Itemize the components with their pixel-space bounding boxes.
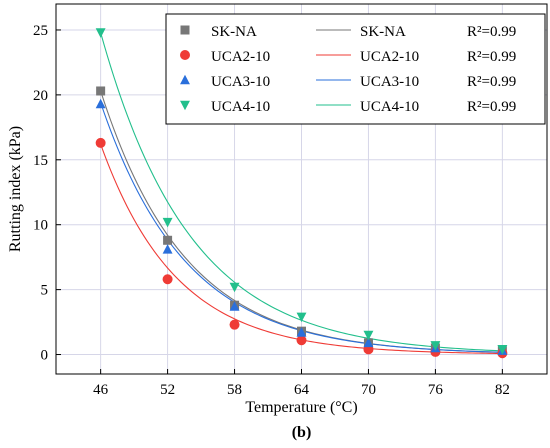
legend-r2-label: R²=0.99 <box>467 24 516 40</box>
point-uca3-10 <box>363 337 374 348</box>
y-tick-label: 10 <box>33 218 48 234</box>
legend-label-uca4-10: UCA4-10 <box>211 99 270 115</box>
y-tick-label: 5 <box>41 283 49 299</box>
x-tick-label: 46 <box>93 382 109 398</box>
legend: SK-NA SK-NA R²=0.99 UCA2-10 UCA2-10 R²=0.99 UC… <box>165 13 546 125</box>
point-uca3-10 <box>229 301 240 311</box>
y-axis-label: Rutting index (kPa) <box>7 126 24 252</box>
point-uca2-10 <box>162 274 173 285</box>
x-tick-label: 70 <box>361 382 376 398</box>
legend-fit-label-uca3-10: UCA3-10 <box>360 74 419 90</box>
point-uca4-10 <box>497 345 508 355</box>
point-uca4-10 <box>95 28 106 38</box>
legend-marker-sk-na <box>180 25 190 35</box>
y-tick-label: 25 <box>33 23 48 39</box>
legend-marker-uca4-10 <box>180 100 190 111</box>
data-points <box>95 28 508 359</box>
legend-r2-label: R²=0.99 <box>467 74 516 90</box>
point-uca3-10 <box>95 98 106 109</box>
x-axis-label: Temperature (°C) <box>245 399 357 416</box>
point-uca2-10 <box>95 137 106 148</box>
legend-r2-label: R²=0.99 <box>467 99 516 115</box>
x-tick-label: 64 <box>294 382 310 398</box>
point-uca3-10 <box>296 327 307 337</box>
y-tick-label: 15 <box>33 153 48 169</box>
x-tick-label: 52 <box>160 382 175 398</box>
point-uca4-10 <box>430 341 441 351</box>
legend-marker-uca2-10 <box>180 50 190 60</box>
y-tick-label: 20 <box>33 88 48 104</box>
x-tick-label: 58 <box>227 382 242 398</box>
x-tick-label: 76 <box>428 382 444 398</box>
point-uca2-10 <box>229 319 240 330</box>
legend-fit-label-uca2-10: UCA2-10 <box>360 49 419 65</box>
point-uca3-10 <box>162 244 173 254</box>
legend-fit-label-sk-na: SK-NA <box>360 24 406 40</box>
point-uca4-10 <box>363 330 374 341</box>
figure-caption: (b) <box>292 424 312 441</box>
y-tick-label: 0 <box>41 348 49 364</box>
legend-label-uca2-10: UCA2-10 <box>211 49 270 65</box>
legend-fit-label-uca4-10: UCA4-10 <box>360 99 419 115</box>
point-uca4-10 <box>296 312 307 323</box>
legend-marker-uca3-10 <box>180 74 190 85</box>
point-uca2-10 <box>296 335 307 346</box>
axis-ticks: 46 52 58 64 70 76 82 0 5 10 15 20 25 <box>33 23 510 398</box>
legend-r2-label: R²=0.99 <box>467 49 516 65</box>
point-sk-na <box>163 235 173 245</box>
point-sk-na <box>96 86 106 96</box>
x-tick-label: 82 <box>495 382 510 398</box>
legend-box <box>165 13 546 125</box>
point-uca4-10 <box>229 282 240 293</box>
legend-label-sk-na: SK-NA <box>211 24 257 40</box>
point-uca4-10 <box>162 217 173 228</box>
legend-label-uca3-10: UCA3-10 <box>211 74 270 90</box>
